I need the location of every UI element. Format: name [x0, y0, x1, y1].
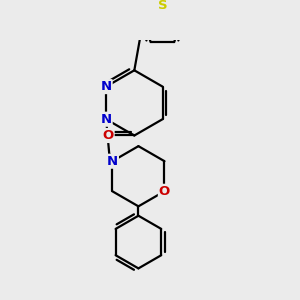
Text: O: O: [159, 185, 170, 198]
Text: O: O: [102, 129, 114, 142]
Text: S: S: [158, 0, 167, 12]
Text: N: N: [107, 155, 118, 168]
Text: N: N: [100, 80, 112, 93]
Text: N: N: [100, 113, 112, 126]
